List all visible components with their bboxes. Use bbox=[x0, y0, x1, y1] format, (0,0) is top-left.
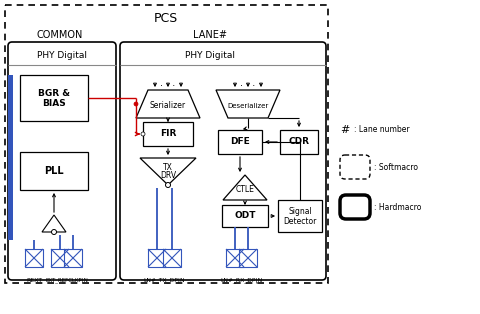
Text: PHY Digital: PHY Digital bbox=[37, 51, 87, 61]
Text: LN#_TX_DP|N: LN#_TX_DP|N bbox=[144, 277, 185, 283]
FancyBboxPatch shape bbox=[120, 42, 326, 280]
Text: FIR: FIR bbox=[160, 129, 176, 138]
FancyBboxPatch shape bbox=[340, 155, 370, 179]
Bar bbox=[8, 75, 13, 240]
Text: DRV: DRV bbox=[160, 171, 176, 181]
Text: CTLE: CTLE bbox=[236, 185, 254, 193]
Bar bbox=[20, 75, 88, 121]
Text: CDR: CDR bbox=[288, 138, 310, 147]
Circle shape bbox=[141, 132, 145, 136]
Text: Signal: Signal bbox=[288, 207, 312, 215]
Bar bbox=[278, 200, 322, 232]
Bar bbox=[222, 205, 268, 227]
Bar bbox=[20, 152, 88, 190]
Polygon shape bbox=[216, 90, 280, 118]
Bar bbox=[280, 130, 318, 154]
Bar bbox=[148, 249, 166, 267]
Text: TX: TX bbox=[163, 164, 173, 172]
Polygon shape bbox=[223, 175, 267, 200]
Polygon shape bbox=[140, 158, 196, 185]
Bar bbox=[25, 249, 43, 267]
Circle shape bbox=[51, 230, 57, 235]
Bar bbox=[51, 249, 69, 267]
Bar bbox=[218, 130, 262, 154]
Text: . . .: . . . bbox=[240, 78, 256, 88]
Text: PLL: PLL bbox=[44, 166, 64, 176]
Text: LN#_RX_DP|N: LN#_RX_DP|N bbox=[220, 277, 263, 283]
Text: BGR &: BGR & bbox=[38, 89, 70, 98]
Text: : Hardmacro: : Hardmacro bbox=[374, 203, 421, 212]
Text: : Lane number: : Lane number bbox=[354, 126, 409, 134]
Circle shape bbox=[134, 102, 138, 106]
Text: REXT: REXT bbox=[26, 278, 42, 283]
Text: COMMON: COMMON bbox=[37, 30, 83, 40]
Text: ODT: ODT bbox=[234, 212, 256, 220]
Text: BIAS: BIAS bbox=[42, 100, 66, 109]
Bar bbox=[239, 249, 257, 267]
Text: . . .: . . . bbox=[160, 78, 176, 88]
Text: PCS: PCS bbox=[154, 12, 178, 24]
Text: Serializer: Serializer bbox=[150, 101, 186, 111]
Text: : Softmacro: : Softmacro bbox=[374, 163, 418, 171]
Bar bbox=[5, 5, 328, 283]
Polygon shape bbox=[136, 90, 200, 118]
Text: PHY Digital: PHY Digital bbox=[185, 51, 235, 61]
FancyBboxPatch shape bbox=[8, 42, 116, 280]
Bar bbox=[226, 249, 244, 267]
Bar bbox=[143, 122, 193, 146]
FancyBboxPatch shape bbox=[340, 195, 370, 219]
Text: Deserializer: Deserializer bbox=[228, 103, 269, 109]
Text: LANE#: LANE# bbox=[193, 30, 227, 40]
Bar bbox=[163, 249, 181, 267]
Circle shape bbox=[166, 182, 170, 187]
Text: DFE: DFE bbox=[230, 138, 250, 147]
Polygon shape bbox=[42, 215, 66, 232]
Text: EXT_REFCLKP|N: EXT_REFCLKP|N bbox=[45, 277, 88, 283]
Text: Detector: Detector bbox=[283, 216, 317, 225]
Text: #: # bbox=[340, 125, 349, 135]
Bar bbox=[64, 249, 82, 267]
